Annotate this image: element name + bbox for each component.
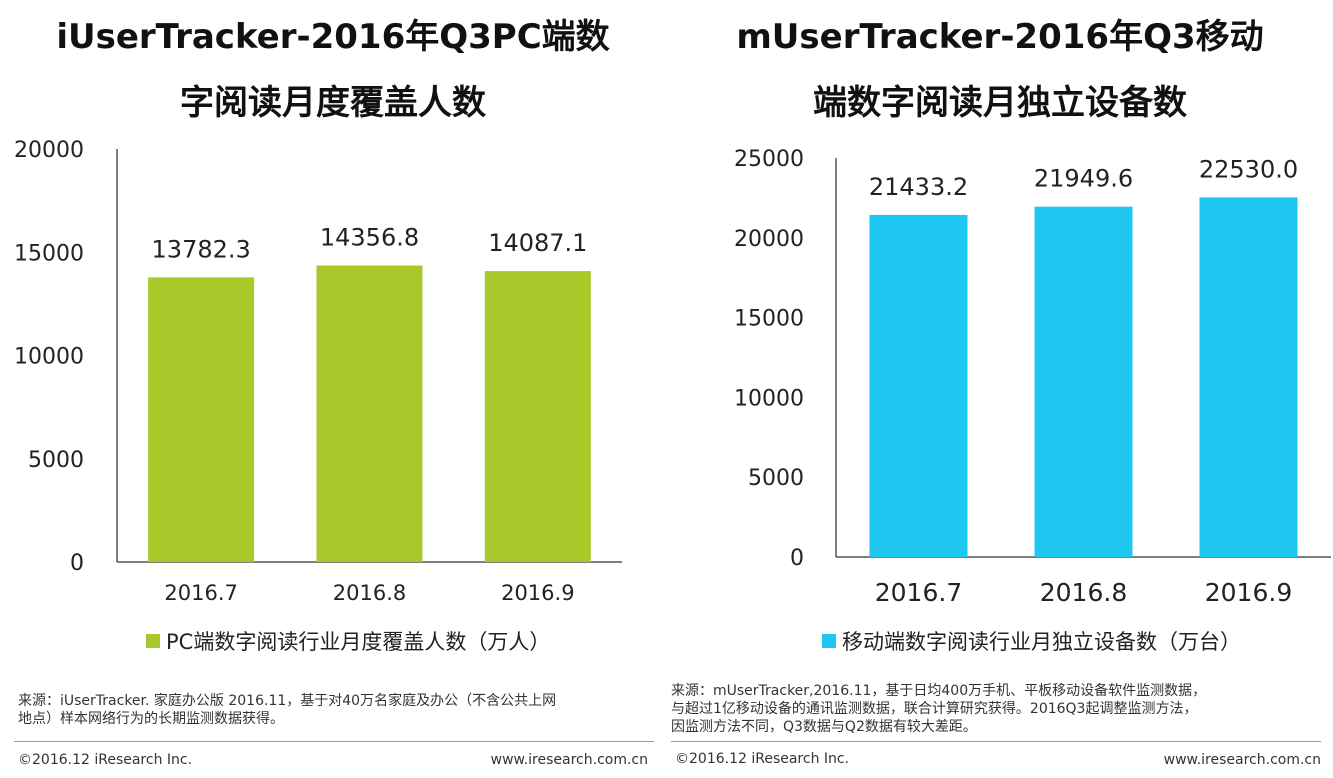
- left-bar-chart: 0 5000 10000 15000 20000 13782.3 2016.7 14356.8…: [14, 138, 622, 605]
- y-tick-label: 5000: [28, 448, 84, 473]
- y-tick-label: 15000: [14, 241, 84, 266]
- bar: [1034, 206, 1133, 557]
- right-title-line2: 端数字阅读月独立设备数: [813, 83, 1187, 123]
- right-website: www.iresearch.com.cn: [1163, 752, 1321, 768]
- right-legend-label: 移动端数字阅读行业月独立设备数（万台）: [842, 630, 1241, 654]
- y-tick-label: 10000: [14, 345, 84, 370]
- left-copyright: ©2016.12 iResearch Inc.: [18, 752, 193, 768]
- right-bar-chart: 0 5000 10000 15000 20000 25000 21433.2 2016.7 21…: [734, 147, 1331, 607]
- x-tick-label: 2016.7: [875, 578, 962, 607]
- y-tick-label: 0: [70, 551, 84, 576]
- left-title-line1: iUserTracker-2016年Q3PC端数: [56, 17, 610, 57]
- left-title-line2: 字阅读月度覆盖人数: [180, 83, 486, 123]
- x-tick-label: 2016.9: [1205, 578, 1292, 607]
- x-tick-label: 2016.7: [164, 581, 237, 605]
- left-chart-panel: iUserTracker-2016年Q3PC端数 字阅读月度覆盖人数 0 5000…: [0, 0, 666, 778]
- left-source-line1: 来源：iUserTracker. 家庭办公版 2016.11，基于对40万名家庭…: [18, 693, 557, 709]
- left-legend-label: PC端数字阅读行业月度覆盖人数（万人）: [166, 630, 551, 654]
- y-tick-label: 5000: [748, 466, 804, 491]
- x-tick-label: 2016.8: [1040, 578, 1127, 607]
- bar: [484, 271, 591, 562]
- bar-value-label: 14356.8: [320, 224, 419, 252]
- bar: [1199, 197, 1298, 557]
- right-chart-panel: mUserTracker-2016年Q3移动 端数字阅读月独立设备数 0 5000…: [667, 0, 1333, 778]
- left-divider: [14, 741, 654, 742]
- y-tick-label: 20000: [14, 138, 84, 163]
- right-source-line1: 来源：mUserTracker,2016.11，基于日均400万手机、平板移动设…: [671, 683, 1207, 699]
- right-title-line1: mUserTracker-2016年Q3移动: [736, 17, 1264, 57]
- bar: [316, 265, 423, 562]
- y-tick-label: 25000: [734, 147, 804, 172]
- bar-value-label: 21433.2: [869, 173, 968, 201]
- right-legend: 移动端数字阅读行业月独立设备数（万台）: [822, 626, 1241, 656]
- left-source-line2: 地点）样本网络行为的长期监测数据获得。: [18, 711, 284, 727]
- right-divider: [671, 741, 1321, 742]
- bar-value-label: 21949.6: [1034, 165, 1133, 193]
- right-copyright: ©2016.12 iResearch Inc.: [675, 751, 850, 767]
- y-tick-label: 15000: [734, 307, 804, 332]
- y-tick-label: 10000: [734, 386, 804, 411]
- x-tick-label: 2016.9: [501, 581, 574, 605]
- bar: [869, 214, 968, 557]
- bar: [148, 277, 255, 562]
- bar-value-label: 22530.0: [1199, 155, 1298, 183]
- y-tick-label: 0: [790, 546, 804, 571]
- x-tick-label: 2016.8: [333, 581, 406, 605]
- right-source-note: 来源：mUserTracker,2016.11，基于日均400万手机、平板移动设…: [671, 682, 1206, 736]
- left-legend-swatch: [146, 634, 160, 648]
- right-source-line2: 与超过1亿移动设备的通讯监测数据，联合计算研究获得。2016Q3起调整监测方法，: [671, 701, 1198, 717]
- bar-value-label: 13782.3: [152, 235, 251, 263]
- left-source-note: 来源：iUserTracker. 家庭办公版 2016.11，基于对40万名家庭…: [18, 692, 556, 728]
- y-tick-label: 20000: [734, 227, 804, 252]
- bar-value-label: 14087.1: [488, 229, 587, 257]
- left-legend: PC端数字阅读行业月度覆盖人数（万人）: [146, 626, 550, 656]
- left-website: www.iresearch.com.cn: [490, 752, 648, 768]
- right-legend-swatch: [822, 634, 836, 648]
- right-source-line3: 因监测方法不同，Q3数据与Q2数据有较大差距。: [671, 719, 977, 735]
